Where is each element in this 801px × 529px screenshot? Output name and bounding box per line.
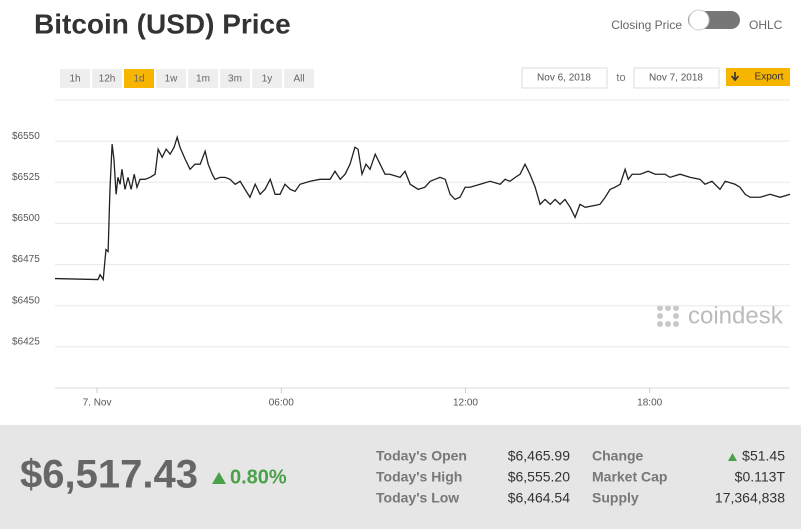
export-button[interactable] [726, 68, 790, 86]
range-button[interactable] [92, 69, 122, 88]
y-tick-label: $6450 [12, 295, 40, 306]
date-to: Nov 7, 2018 [649, 73, 703, 84]
change-pct: 0.80% [230, 466, 287, 488]
page-title: Bitcoin (USD) Price [34, 8, 291, 39]
range-button[interactable] [124, 69, 154, 88]
range-button[interactable] [60, 69, 90, 88]
price: $6,517.43 [20, 453, 198, 497]
stat-label: Market Cap [592, 469, 667, 485]
date-from: Nov 6, 2018 [537, 73, 591, 84]
stat-value: $6,555.20 [508, 469, 570, 485]
y-tick-label: $6550 [12, 131, 40, 142]
range-label: 12h [99, 74, 116, 85]
x-tick-label: 06:00 [269, 398, 294, 409]
date-sep: to [616, 72, 625, 84]
toggle-knob[interactable] [688, 9, 710, 31]
date-input[interactable] [633, 67, 720, 89]
date-input[interactable] [521, 67, 608, 89]
range-label: 1w [165, 74, 179, 85]
watermark-logo [657, 305, 679, 327]
range-button[interactable] [188, 69, 218, 88]
stat-label: Today's Low [376, 490, 459, 506]
stat-value: $6,464.54 [508, 490, 570, 506]
range-label: 1m [196, 74, 210, 85]
range-label: All [293, 74, 304, 85]
range-button[interactable] [156, 69, 186, 88]
stat-label: Today's Open [376, 448, 467, 464]
range-button[interactable] [220, 69, 250, 88]
stat-label: Supply [592, 490, 639, 506]
y-tick-label: $6525 [12, 172, 40, 183]
range-button[interactable] [284, 69, 314, 88]
toggle-label[interactable]: OHLC [749, 18, 783, 32]
export-icon [730, 72, 740, 82]
y-tick-label: $6425 [12, 336, 40, 347]
range-label: 3m [228, 74, 242, 85]
stat-label: Change [592, 448, 644, 464]
range-label: 1d [133, 74, 144, 85]
up-arrow [728, 453, 737, 461]
export-label: Export [755, 72, 784, 83]
stat-value: $51.45 [742, 448, 785, 464]
x-tick-label: 7. Nov [83, 398, 112, 409]
stat-value: $6,465.99 [508, 448, 570, 464]
toggle-label[interactable]: Closing Price [611, 18, 682, 32]
footer [0, 425, 801, 529]
watermark: coindesk [688, 302, 784, 329]
price-line [54, 134, 791, 282]
stat-value: $0.113T [735, 469, 786, 485]
y-tick-label: $6500 [12, 213, 40, 224]
up-arrow [212, 472, 226, 484]
range-label: 1h [69, 74, 80, 85]
range-button[interactable] [252, 69, 282, 88]
x-tick-label: 12:00 [453, 398, 478, 409]
stat-value: 17,364,838 [715, 490, 785, 506]
stat-label: Today's High [376, 469, 462, 485]
x-tick-label: 18:00 [637, 398, 662, 409]
range-label: 1y [262, 74, 273, 85]
y-tick-label: $6475 [12, 254, 40, 265]
